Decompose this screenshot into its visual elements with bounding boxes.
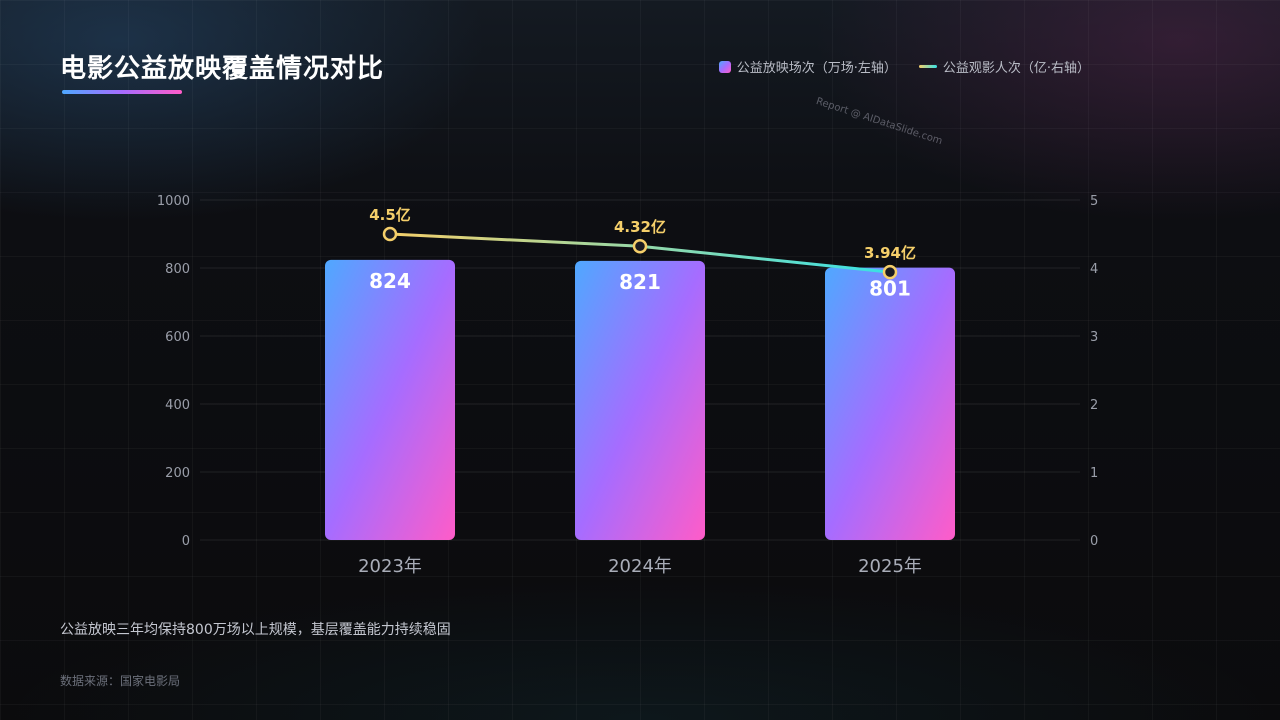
x-tick-label: 2025年 bbox=[858, 556, 922, 577]
chart-note: 公益放映三年均保持800万场以上规模，基层覆盖能力持续稳固 bbox=[60, 622, 451, 638]
line-point bbox=[632, 238, 648, 254]
y-left-tick-label: 400 bbox=[165, 398, 190, 413]
bar-series: 824 821 801 bbox=[325, 259, 955, 540]
y-left-tick-label: 600 bbox=[165, 330, 190, 345]
line-series: 4.5亿 4.32亿 3.94亿 bbox=[369, 206, 916, 280]
bar-value-label: 821 bbox=[619, 270, 661, 294]
bar bbox=[825, 267, 955, 540]
y-right-tick-label: 5 bbox=[1090, 194, 1098, 209]
y-right-tick-label: 4 bbox=[1090, 262, 1098, 277]
chart-legend: 公益放映场次（万场·左轴） 公益观影人次（亿·右轴） bbox=[718, 57, 1090, 76]
bar bbox=[575, 260, 705, 540]
line-value-label: 4.32亿 bbox=[614, 218, 666, 236]
y-right-tick-label: 2 bbox=[1090, 398, 1098, 413]
y-right-tick-label: 1 bbox=[1090, 466, 1098, 481]
line-value-label: 4.5亿 bbox=[369, 206, 411, 224]
y-left-tick-label: 0 bbox=[182, 534, 190, 549]
bar-value-label: 801 bbox=[869, 277, 911, 301]
line-point bbox=[382, 226, 398, 242]
data-source: 数据来源：国家电影局 bbox=[60, 674, 181, 688]
page-title: 电影公益放映覆盖情况对比 bbox=[60, 54, 385, 84]
legend-bar-swatch bbox=[718, 60, 731, 73]
title-underline bbox=[62, 90, 182, 94]
legend-item-line: 公益观影人次（亿·右轴） bbox=[918, 57, 1090, 76]
legend-item-bar: 公益放映场次（万场·左轴） bbox=[718, 57, 897, 76]
legend-line-swatch bbox=[918, 65, 937, 68]
y-axis-right: 0 1 2 3 4 5 bbox=[1090, 194, 1098, 549]
y-left-tick-label: 1000 bbox=[157, 194, 190, 209]
legend-line-label: 公益观影人次（亿·右轴） bbox=[942, 61, 1090, 76]
y-axis-left: 0 200 400 600 800 1000 bbox=[157, 194, 190, 549]
x-axis: 2023年 2024年 2025年 bbox=[358, 556, 922, 577]
line-point bbox=[882, 264, 898, 280]
bar-value-label: 824 bbox=[369, 269, 411, 293]
x-tick-label: 2024年 bbox=[608, 556, 672, 577]
y-left-tick-label: 800 bbox=[165, 262, 190, 277]
y-right-tick-label: 0 bbox=[1090, 534, 1098, 549]
y-right-tick-label: 3 bbox=[1090, 330, 1098, 345]
legend-bar-label: 公益放映场次（万场·左轴） bbox=[736, 61, 897, 76]
bar bbox=[325, 259, 455, 540]
line-value-label: 3.94亿 bbox=[864, 244, 916, 262]
y-left-tick-label: 200 bbox=[165, 466, 190, 481]
x-tick-label: 2023年 bbox=[358, 556, 422, 577]
